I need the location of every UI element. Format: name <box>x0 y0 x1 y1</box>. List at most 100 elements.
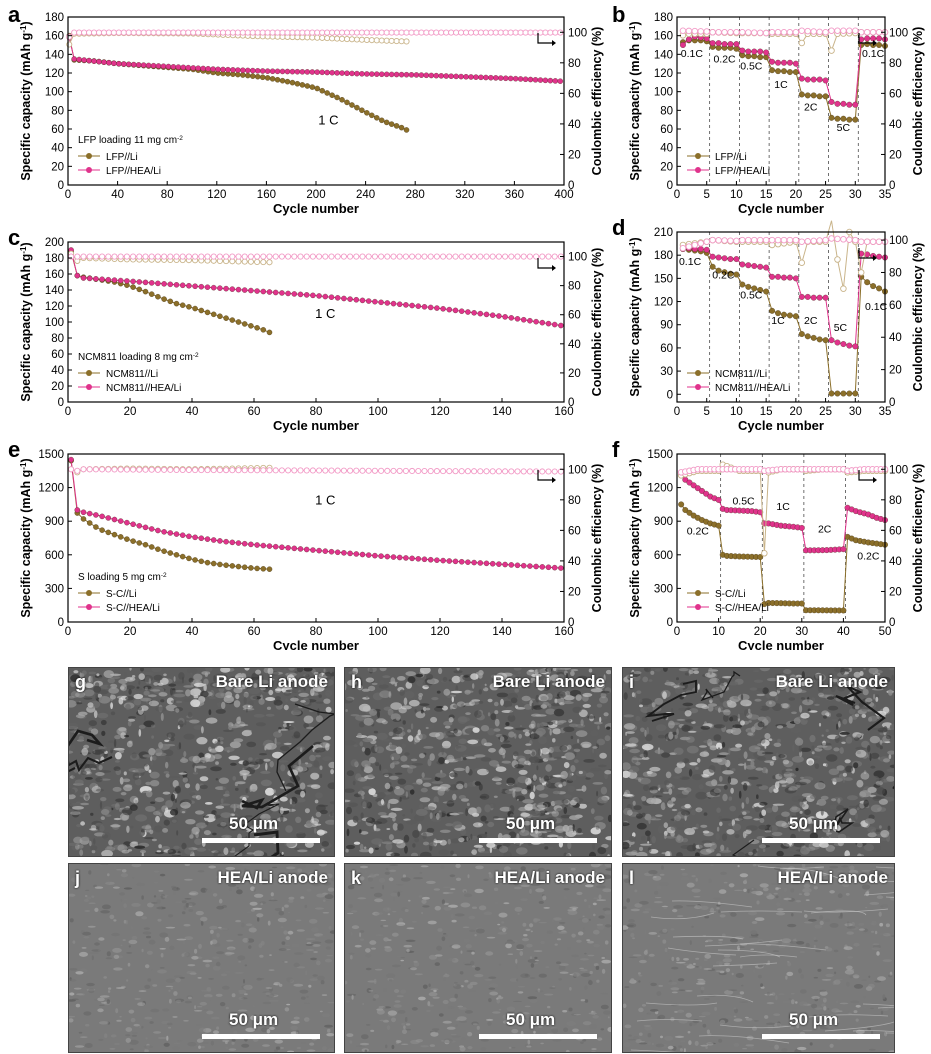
data-point <box>161 529 167 535</box>
y2-tick-label: 100 <box>889 27 908 39</box>
data-point <box>235 253 242 260</box>
data-point <box>502 314 508 320</box>
x-tick-label: 120 <box>207 189 226 201</box>
sem-panel-i: i Bare Li anode 50 μm <box>622 667 895 857</box>
data-point <box>840 607 847 614</box>
x-tick-label: 120 <box>430 406 449 418</box>
data-point <box>733 29 740 36</box>
data-point <box>241 287 248 293</box>
data-point <box>508 468 515 475</box>
data-point <box>398 124 405 131</box>
data-point <box>828 98 835 105</box>
data-point <box>727 270 734 277</box>
data-point <box>86 57 92 64</box>
data-point <box>798 524 805 531</box>
y2-tick-label: 100 <box>568 252 587 264</box>
data-point <box>223 315 229 321</box>
y2-tick-label: 20 <box>889 586 902 598</box>
data-point <box>185 253 192 260</box>
legend-swatch-marker <box>86 604 92 610</box>
data-point <box>864 41 871 48</box>
data-point <box>769 67 776 74</box>
data-point <box>155 29 162 36</box>
y-tick-label: 20 <box>660 161 673 173</box>
y-tick-label: 60 <box>660 124 673 136</box>
data-point <box>769 307 776 314</box>
data-point <box>443 29 450 36</box>
data-point <box>508 253 515 260</box>
data-point <box>76 56 82 63</box>
scale-bar <box>479 1034 597 1039</box>
data-point <box>834 390 841 397</box>
data-point <box>368 29 375 36</box>
data-point <box>117 466 124 473</box>
data-point <box>136 523 143 529</box>
data-point <box>130 466 137 473</box>
x-tick-label: 60 <box>248 626 261 638</box>
data-point <box>250 73 256 79</box>
data-point <box>329 35 336 42</box>
sem-panel-title: HEA/Li anode <box>494 868 605 887</box>
data-point <box>372 298 378 305</box>
data-point <box>160 63 167 70</box>
data-point <box>240 72 246 78</box>
legend-entry: S-C//Li <box>715 589 746 600</box>
data-point <box>402 467 409 474</box>
data-point <box>303 467 310 474</box>
data-point <box>297 253 304 260</box>
data-point <box>353 36 360 43</box>
data-point <box>539 253 546 260</box>
scale-bar-label: 50 μm <box>789 814 839 833</box>
data-point <box>798 600 805 607</box>
data-point <box>229 539 236 546</box>
data-point <box>804 76 811 83</box>
rate-label: 0.1C <box>862 48 885 60</box>
data-point <box>495 468 502 475</box>
scale-bar <box>762 838 880 843</box>
series-lfp-hea-li-ce <box>679 27 889 37</box>
data-point <box>703 28 710 35</box>
data-point <box>828 27 835 34</box>
data-point <box>557 78 564 84</box>
data-point <box>427 304 434 311</box>
data-point <box>465 309 471 315</box>
data-point <box>186 283 192 289</box>
x-tick-label: 10 <box>712 626 725 638</box>
data-point <box>691 241 699 249</box>
data-point <box>173 466 180 473</box>
y-tick-label: 140 <box>45 49 64 61</box>
data-point <box>364 71 370 77</box>
sem-panel-k: k HEA/Li anode 50 μm <box>344 863 612 1053</box>
data-point <box>130 253 137 260</box>
data-point <box>679 244 687 252</box>
data-point <box>694 485 701 492</box>
data-point <box>762 236 770 244</box>
series-lfp-li <box>679 37 888 123</box>
data-point <box>198 535 205 541</box>
data-point <box>161 466 168 473</box>
data-point <box>247 253 254 260</box>
data-point <box>458 468 465 475</box>
data-point <box>284 68 291 75</box>
data-point <box>142 524 149 531</box>
data-point <box>852 101 859 108</box>
data-point <box>210 284 217 291</box>
data-point <box>434 557 440 563</box>
rate-label: 0.5C <box>732 495 755 507</box>
data-point <box>409 253 416 260</box>
y-tick-label: 150 <box>654 273 673 285</box>
data-point <box>99 253 106 260</box>
y-tick-label: 90 <box>660 320 673 332</box>
data-point <box>374 71 380 77</box>
data-point <box>241 564 248 570</box>
data-point <box>421 253 428 260</box>
data-point <box>130 538 136 544</box>
data-point <box>421 556 428 563</box>
data-point <box>92 466 99 473</box>
data-point <box>492 29 499 36</box>
data-point <box>259 68 266 74</box>
y2-tick-label: 100 <box>568 464 587 476</box>
data-point <box>522 29 529 36</box>
legend-swatch-marker <box>695 384 701 390</box>
rate-label: 1C <box>774 79 788 91</box>
